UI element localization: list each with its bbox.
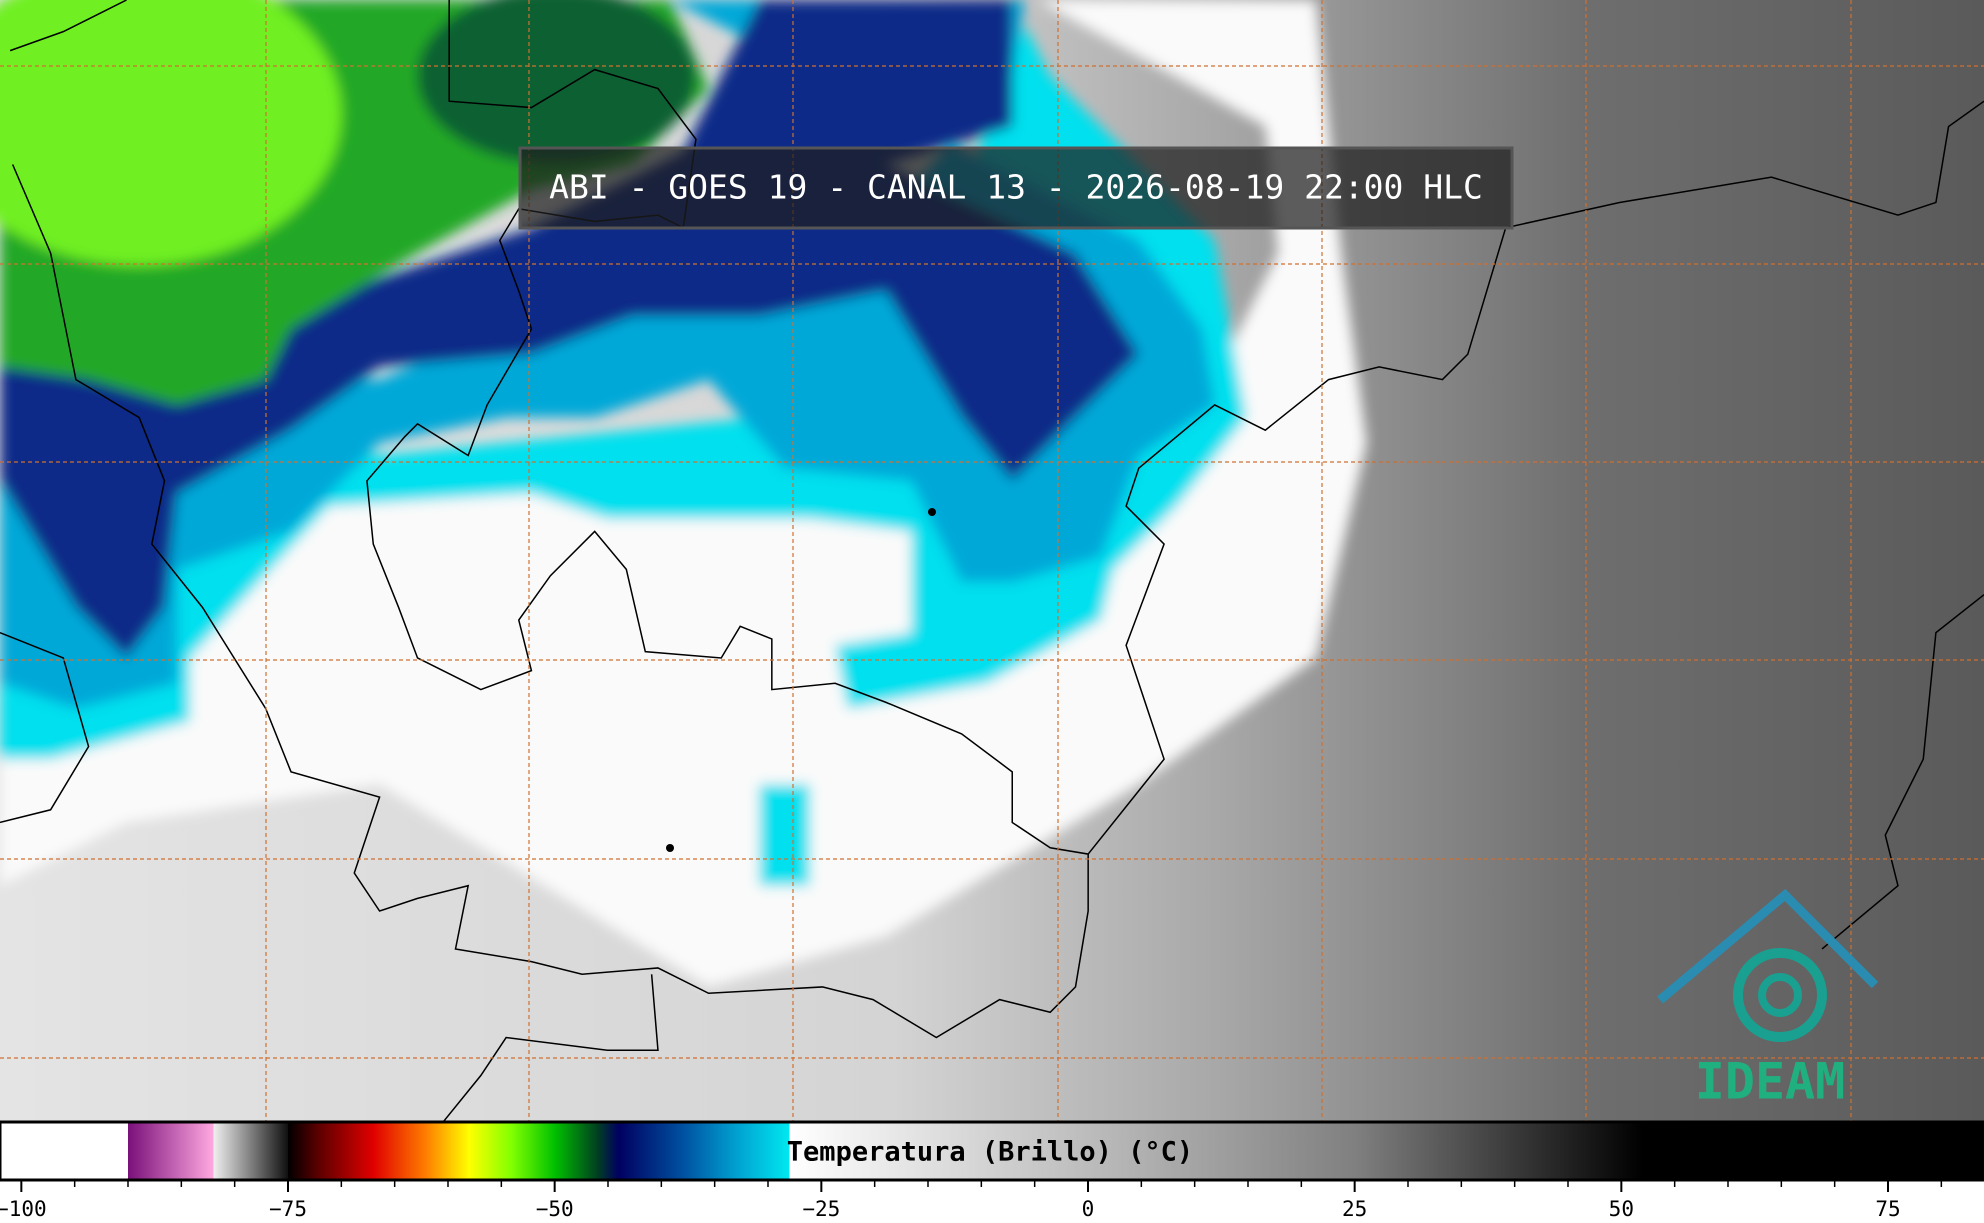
blue-area [0, 0, 1215, 709]
tick-label: −75 [269, 1197, 307, 1221]
tick-label: 75 [1875, 1197, 1900, 1221]
tick-label: −100 [0, 1197, 47, 1221]
title-box: ABI - GOES 19 - CANAL 13 - 2026-08-19 22… [518, 146, 1514, 230]
graticule [0, 0, 1984, 1122]
dark-green-area [417, 0, 696, 165]
logo-text: IDEAM [1695, 1053, 1846, 1111]
cyan-cell [759, 784, 810, 886]
city-point [666, 844, 674, 852]
tick-label: −25 [802, 1197, 840, 1221]
tick-label: −50 [536, 1197, 574, 1221]
tick-label: 0 [1082, 1197, 1095, 1221]
title: ABI - GOES 19 - CANAL 13 - 2026-08-19 22… [549, 168, 1483, 207]
satellite-map: ABI - GOES 19 - CANAL 13 - 2026-08-19 22… [0, 0, 1984, 1123]
tick-label: 25 [1342, 1197, 1367, 1221]
colorbar-label: Temperatura (Brillo) (°C) [787, 1137, 1193, 1168]
colorbar-fill [0, 1120, 1984, 1182]
boundaries [0, 0, 1984, 1123]
tick-label: 50 [1609, 1197, 1634, 1221]
city-point [928, 508, 936, 516]
cyan-area [0, 25, 1247, 760]
logo: IDEAM [1657, 888, 1879, 1111]
colorbar: Temperatura (Brillo) (°C) −100 −75 −50 −25 0… [0, 1120, 1984, 1221]
